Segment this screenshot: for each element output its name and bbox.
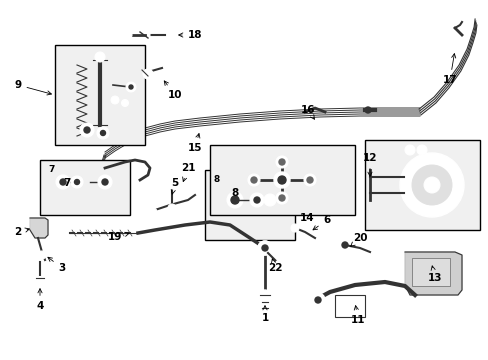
Text: 3: 3 bbox=[48, 257, 65, 273]
Circle shape bbox=[279, 195, 285, 201]
Circle shape bbox=[111, 96, 119, 104]
Circle shape bbox=[129, 85, 133, 89]
Circle shape bbox=[404, 145, 414, 155]
Bar bbox=[55, 45, 145, 145]
Circle shape bbox=[101, 130, 105, 135]
Circle shape bbox=[168, 204, 176, 212]
Circle shape bbox=[60, 179, 66, 185]
Circle shape bbox=[341, 242, 347, 248]
Circle shape bbox=[273, 172, 289, 188]
Circle shape bbox=[102, 179, 108, 185]
Text: 9: 9 bbox=[15, 80, 51, 95]
Text: 20: 20 bbox=[350, 233, 366, 246]
Text: 5: 5 bbox=[171, 178, 178, 194]
Circle shape bbox=[121, 99, 128, 107]
Circle shape bbox=[149, 208, 157, 216]
Bar bbox=[204, 170, 294, 240]
Circle shape bbox=[84, 127, 90, 133]
Circle shape bbox=[250, 177, 257, 183]
Text: 21: 21 bbox=[181, 163, 195, 181]
Circle shape bbox=[260, 290, 269, 300]
Circle shape bbox=[98, 175, 112, 189]
Text: 2: 2 bbox=[14, 227, 29, 237]
Bar bbox=[334, 295, 364, 317]
Text: 12: 12 bbox=[362, 153, 376, 176]
Bar bbox=[364, 140, 479, 230]
Circle shape bbox=[262, 245, 267, 251]
Polygon shape bbox=[404, 252, 461, 295]
Text: 7: 7 bbox=[63, 178, 71, 188]
Text: 4: 4 bbox=[36, 289, 43, 311]
Text: 8: 8 bbox=[231, 188, 238, 198]
Circle shape bbox=[140, 30, 150, 40]
Circle shape bbox=[97, 127, 109, 139]
Circle shape bbox=[56, 175, 70, 189]
Circle shape bbox=[95, 52, 105, 62]
Circle shape bbox=[275, 192, 287, 204]
Circle shape bbox=[290, 224, 298, 232]
Bar bbox=[209, 145, 354, 215]
Circle shape bbox=[423, 177, 439, 193]
Circle shape bbox=[416, 145, 426, 155]
Circle shape bbox=[411, 165, 451, 205]
Polygon shape bbox=[30, 218, 48, 238]
Circle shape bbox=[306, 177, 312, 183]
Text: 10: 10 bbox=[164, 81, 182, 100]
Circle shape bbox=[74, 180, 80, 184]
Bar bbox=[40, 160, 130, 215]
Circle shape bbox=[258, 241, 271, 255]
Circle shape bbox=[142, 69, 153, 79]
Circle shape bbox=[399, 153, 463, 217]
Text: 6: 6 bbox=[312, 215, 330, 230]
Text: 1: 1 bbox=[261, 306, 268, 323]
Circle shape bbox=[275, 156, 287, 168]
Text: 8: 8 bbox=[213, 175, 219, 184]
Text: 7: 7 bbox=[48, 165, 54, 174]
Text: 17: 17 bbox=[442, 54, 456, 85]
Text: 19: 19 bbox=[107, 232, 129, 242]
Circle shape bbox=[37, 276, 43, 284]
Circle shape bbox=[310, 293, 325, 307]
Circle shape bbox=[258, 241, 271, 255]
Circle shape bbox=[279, 159, 285, 165]
Text: 18: 18 bbox=[178, 30, 202, 40]
Circle shape bbox=[71, 176, 83, 188]
Circle shape bbox=[364, 107, 370, 113]
Circle shape bbox=[124, 31, 132, 39]
Circle shape bbox=[314, 297, 320, 303]
Circle shape bbox=[126, 82, 136, 92]
Circle shape bbox=[247, 174, 260, 186]
Circle shape bbox=[230, 196, 239, 204]
Circle shape bbox=[278, 176, 285, 184]
Circle shape bbox=[274, 260, 285, 270]
Text: 16: 16 bbox=[300, 105, 315, 119]
Circle shape bbox=[304, 174, 315, 186]
Text: 13: 13 bbox=[427, 266, 441, 283]
Circle shape bbox=[264, 194, 275, 206]
Text: 14: 14 bbox=[299, 213, 314, 223]
Text: 15: 15 bbox=[187, 134, 202, 153]
Circle shape bbox=[168, 181, 176, 189]
Bar bbox=[411, 258, 449, 286]
Circle shape bbox=[226, 192, 243, 208]
Text: 11: 11 bbox=[350, 306, 365, 325]
Circle shape bbox=[249, 193, 264, 207]
Circle shape bbox=[80, 123, 94, 137]
Circle shape bbox=[253, 197, 260, 203]
Circle shape bbox=[38, 251, 46, 259]
Text: 22: 22 bbox=[267, 259, 282, 273]
